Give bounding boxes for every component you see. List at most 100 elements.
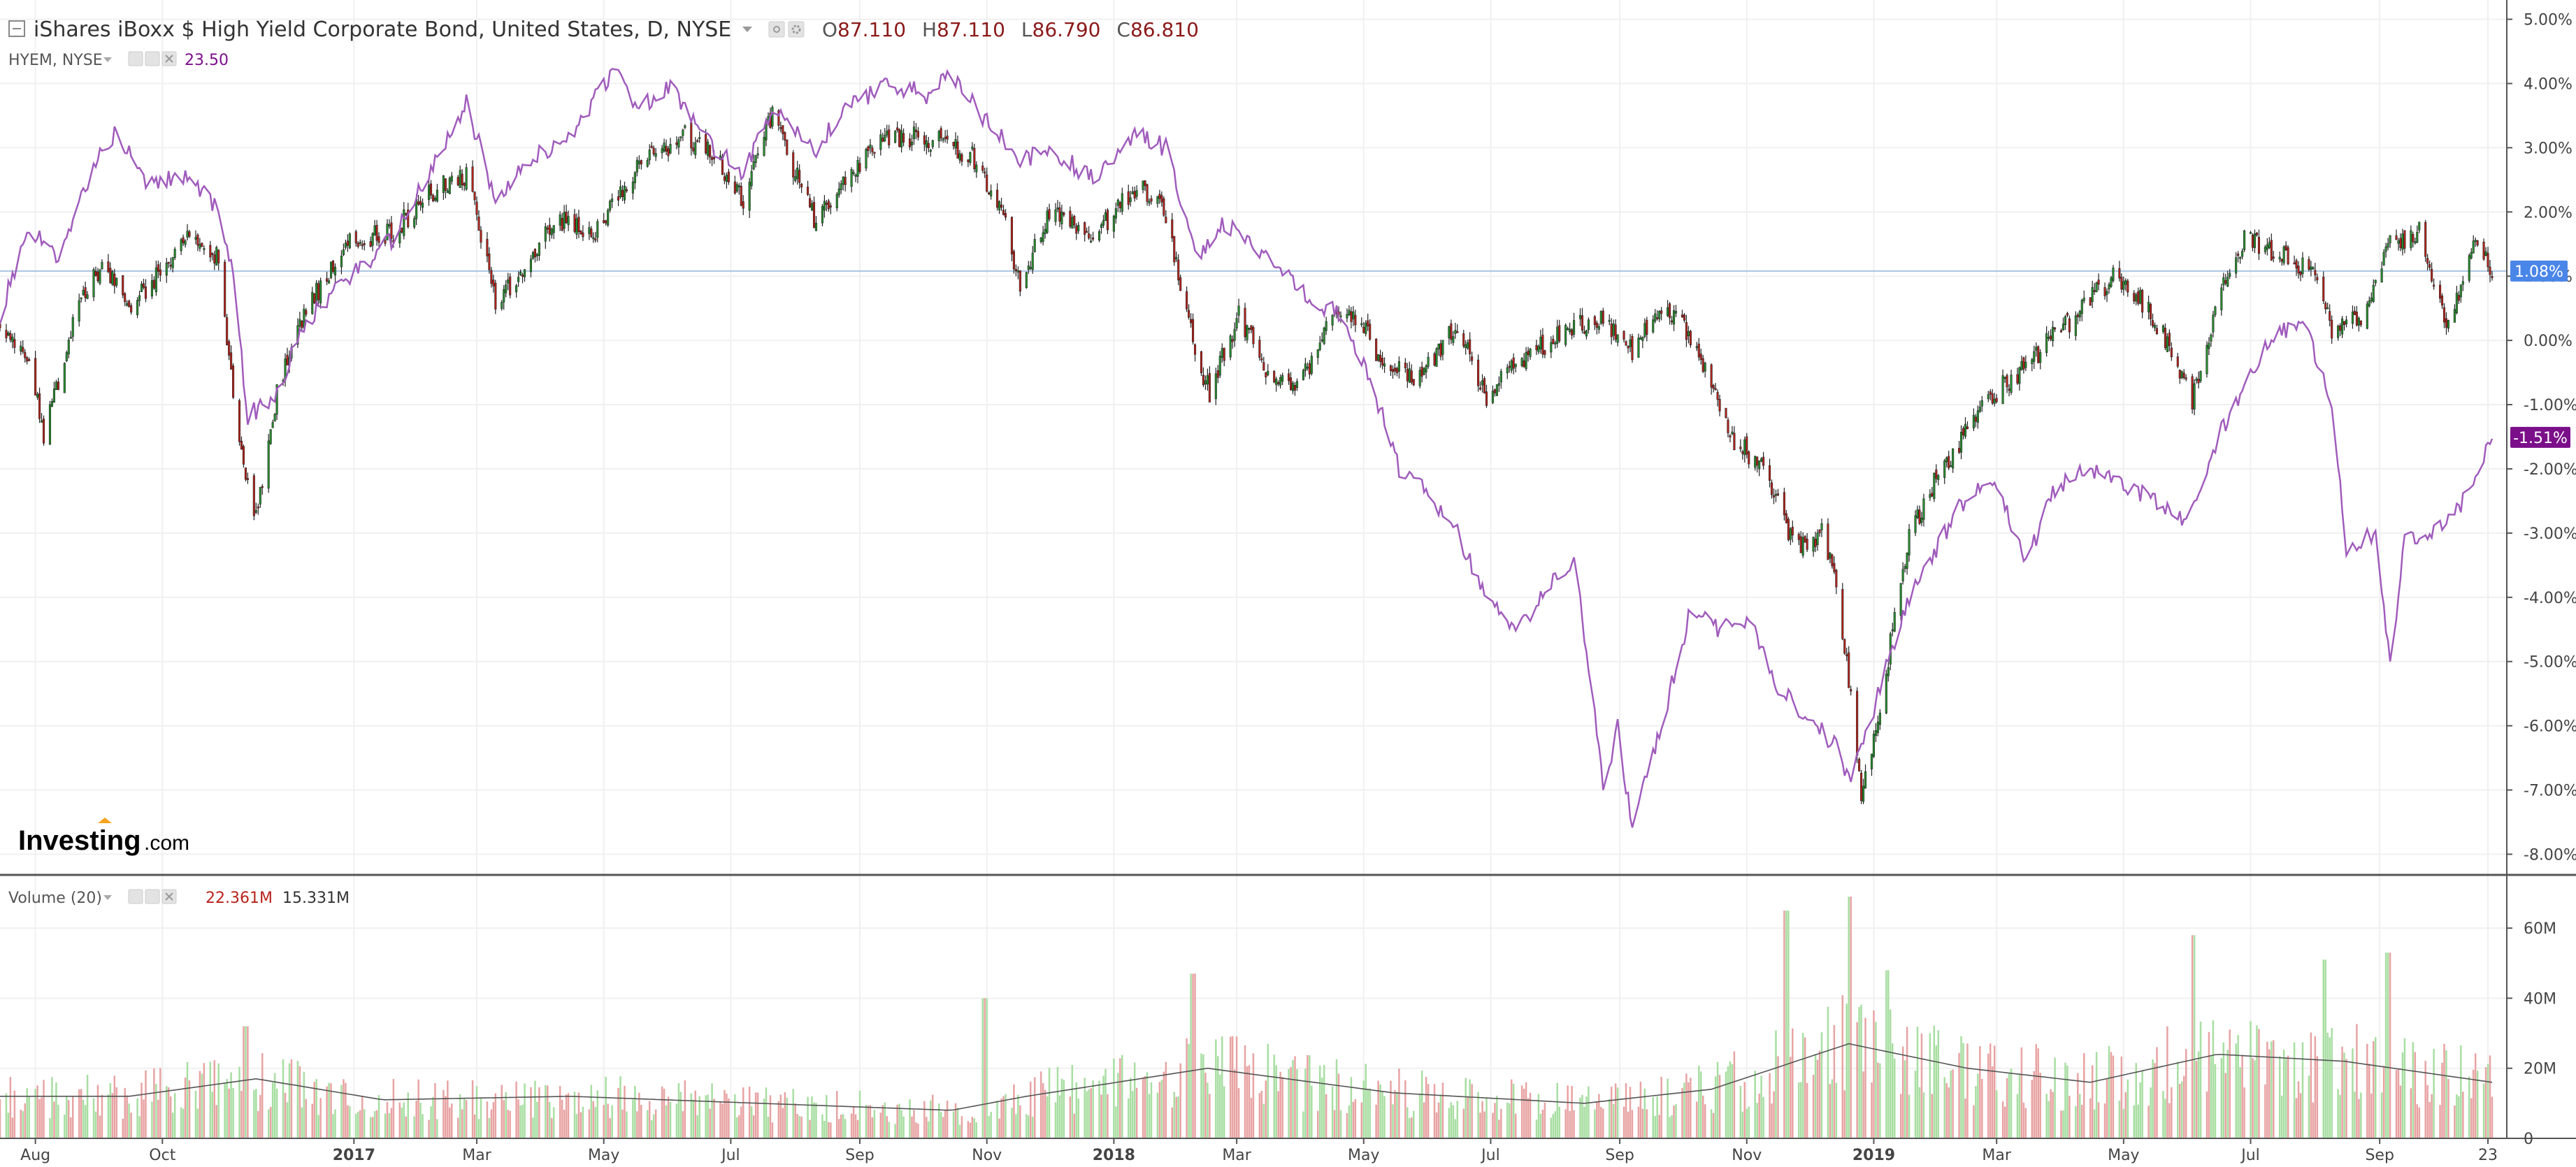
volume-bar xyxy=(11,1117,14,1138)
volume-bar xyxy=(345,1082,347,1138)
candle-body xyxy=(1321,339,1323,342)
candle-body xyxy=(1683,314,1685,321)
eye-icon[interactable] xyxy=(768,21,785,38)
gear-icon[interactable] xyxy=(145,51,160,66)
candle-body xyxy=(1129,197,1132,203)
volume-bar xyxy=(1098,1080,1100,1138)
candle-body xyxy=(1639,338,1642,340)
candle-body xyxy=(2091,287,2094,303)
candle-body xyxy=(2222,277,2225,286)
volume-bar xyxy=(1411,1117,1413,1138)
volume-bar xyxy=(253,1089,255,1138)
time-axis[interactable]: Aug Oct 2017 Mar May Jul Sep Nov 2018 Mar May Jul Se… xyxy=(20,1138,2498,1164)
volume-bar xyxy=(2431,1094,2433,1138)
candle-body xyxy=(28,358,31,361)
volume-bar xyxy=(66,1096,68,1138)
candle-body xyxy=(1864,771,1867,789)
volume-bar xyxy=(1598,1094,1600,1138)
volume-bar xyxy=(837,1119,840,1138)
volume-bar xyxy=(634,1085,636,1138)
candle-body xyxy=(548,224,551,235)
candle-body xyxy=(36,393,39,398)
candle-body xyxy=(2001,375,2004,404)
chevron-down-icon[interactable] xyxy=(103,895,112,900)
volume-bar xyxy=(290,1059,293,1138)
volume-bar xyxy=(503,1100,505,1138)
volume-bar xyxy=(1071,1065,1074,1138)
candle-body xyxy=(361,244,364,247)
volume-bar xyxy=(2033,1071,2036,1138)
candle-body xyxy=(2482,241,2485,260)
candle-body xyxy=(988,192,991,195)
candle-body xyxy=(505,284,508,293)
price-pane[interactable] xyxy=(0,68,2506,828)
volume-bar xyxy=(2037,1048,2039,1138)
volume-legend: Volume (20) 22.361M 15.331M xyxy=(8,889,350,907)
time-tick-label: Mar xyxy=(1982,1147,2011,1164)
eye-icon[interactable] xyxy=(128,51,143,66)
volume-bar xyxy=(1054,1102,1057,1138)
candle-body xyxy=(798,170,801,183)
candle-body xyxy=(2272,256,2275,259)
volume-bar xyxy=(1762,1096,1764,1138)
volume-bar xyxy=(1718,1075,1721,1138)
volume-bar xyxy=(494,1093,497,1138)
volume-bar xyxy=(1026,1114,1028,1138)
volume-bar xyxy=(2127,1079,2129,1138)
volume-bar xyxy=(475,1086,478,1138)
volume-bar xyxy=(401,1107,403,1138)
candle-body xyxy=(2414,241,2417,244)
volume-bar xyxy=(2171,1087,2173,1138)
volume-bar xyxy=(2301,1042,2304,1138)
price-axis[interactable]: 5.00%4.00%3.00%2.00%1.00%0.00%-1.00%-2.0… xyxy=(2507,12,2576,864)
volume-bar xyxy=(403,1102,405,1138)
volume-pane[interactable] xyxy=(0,897,2494,1138)
candle-body xyxy=(50,401,54,407)
volume-bar xyxy=(349,1106,351,1138)
volume-bar xyxy=(869,1105,872,1138)
chevron-down-icon[interactable] xyxy=(103,57,112,62)
volume-bar xyxy=(2122,1108,2125,1138)
volume-bar xyxy=(1450,1102,1453,1138)
candle-body xyxy=(1002,210,1005,215)
volume-bar xyxy=(1669,1117,1671,1138)
gear-icon[interactable] xyxy=(145,889,160,904)
candle-body xyxy=(101,261,103,270)
candle-body xyxy=(727,171,730,182)
volume-bar xyxy=(64,1114,66,1138)
candle-body xyxy=(1302,370,1304,380)
candle-body xyxy=(313,293,316,304)
volume-bar xyxy=(2197,1051,2200,1138)
volume-bar xyxy=(80,1089,82,1138)
volume-bar xyxy=(1398,1068,1400,1138)
volume-bar xyxy=(1335,1059,1338,1138)
candle-body xyxy=(1192,319,1195,342)
volume-bar xyxy=(447,1080,449,1138)
volume-bar xyxy=(2045,1094,2048,1138)
volume-bar xyxy=(2360,1092,2362,1138)
candle-body xyxy=(533,249,536,258)
gear-icon[interactable] xyxy=(788,21,805,38)
candle-body xyxy=(896,127,899,131)
candle-body xyxy=(544,226,547,242)
chevron-down-icon[interactable] xyxy=(742,27,752,32)
volume-bar xyxy=(1771,1103,1773,1138)
volume-bar xyxy=(1637,1106,1640,1138)
volume-bar xyxy=(196,1108,199,1138)
volume-bar xyxy=(2487,1064,2489,1138)
volume-bar xyxy=(2208,1031,2210,1138)
candle-body xyxy=(2153,325,2157,328)
volume-bar xyxy=(1544,1102,1546,1138)
candle-body xyxy=(436,189,438,202)
candle-body xyxy=(2401,233,2404,250)
candle-body xyxy=(1878,712,1881,725)
candle-body xyxy=(779,126,782,129)
candle-body xyxy=(477,216,480,231)
volume-bar xyxy=(488,1117,491,1138)
volume-bar xyxy=(492,1102,495,1138)
volume-bar xyxy=(1294,1056,1296,1138)
candle-body xyxy=(886,131,888,136)
eye-icon[interactable] xyxy=(128,889,143,904)
volume-bar xyxy=(1643,1088,1646,1138)
